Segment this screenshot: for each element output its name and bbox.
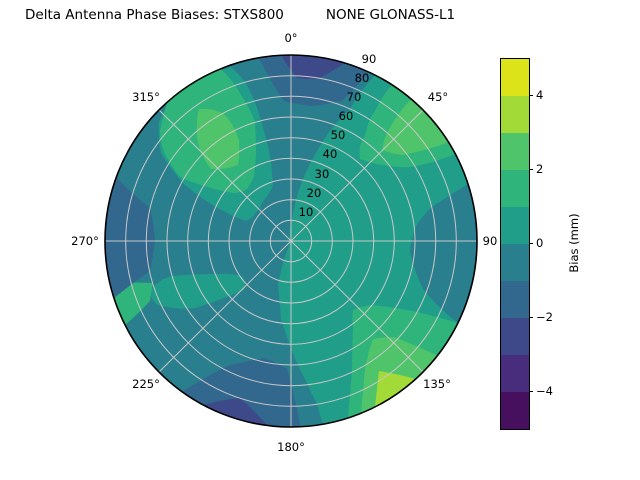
contour-m3tom2-north xyxy=(281,55,345,79)
colorbar-band-1to2 xyxy=(501,170,529,207)
colorbar-tick-2 xyxy=(529,169,533,170)
colorbar xyxy=(500,58,530,430)
colorbar-ticklabel-m2: −2 xyxy=(536,310,553,324)
radial-tick-labels: 10 20 30 40 50 60 70 80 90 xyxy=(299,52,377,219)
colorbar-band-m3tom2 xyxy=(501,318,529,355)
figure-title: Delta Antenna Phase Biases: STXS800 NONE… xyxy=(25,7,455,23)
angle-label-315: 315° xyxy=(132,90,160,104)
colorbar-band-m5tom4 xyxy=(501,392,529,429)
radial-label-50: 50 xyxy=(331,128,346,142)
contour-m3tom2-south xyxy=(204,398,268,426)
title-left: Delta Antenna Phase Biases: STXS800 xyxy=(25,7,284,23)
colorbar-axis-label: Bias (mm) xyxy=(567,213,581,273)
radial-label-30: 30 xyxy=(315,167,330,181)
colorbar-ticklabel-4: 4 xyxy=(536,88,544,102)
angle-tick-labels: 0° 45° 90 135° 180° 225° 270° 315° xyxy=(71,31,497,454)
colorbar-tick-m2 xyxy=(529,317,533,318)
colorbar-band-m1to0 xyxy=(501,244,529,281)
angle-label-90: 90 xyxy=(483,234,498,248)
radial-label-10: 10 xyxy=(299,205,314,219)
angle-label-180: 180° xyxy=(277,440,305,454)
title-right: NONE GLONASS-L1 xyxy=(325,7,456,23)
contour-3to4-se xyxy=(375,371,416,407)
colorbar-ticklabel-2: 2 xyxy=(536,162,544,176)
colorbar-tick-4 xyxy=(529,95,533,96)
colorbar-band-4to5 xyxy=(501,59,529,96)
colorbar-band-3to4 xyxy=(501,96,529,133)
angle-label-45: 45° xyxy=(428,90,448,104)
radial-label-60: 60 xyxy=(339,109,354,123)
polar-spine xyxy=(104,54,478,428)
angle-label-0: 0° xyxy=(284,31,297,45)
radial-label-90: 90 xyxy=(362,52,377,66)
angle-label-135: 135° xyxy=(423,377,451,391)
colorbar-band-0to1 xyxy=(501,207,529,244)
radial-label-20: 20 xyxy=(307,186,322,200)
colorbar-ticklabel-m4: −4 xyxy=(536,384,553,398)
contour-m2tom1-north xyxy=(259,55,370,106)
contour-2to3-nw xyxy=(196,108,240,170)
angle-label-225: 225° xyxy=(132,377,160,391)
radial-label-80: 80 xyxy=(355,71,370,85)
colorbar-band-m2tom1 xyxy=(501,281,529,318)
contour-m2tom1-south xyxy=(182,358,301,427)
contour-m1to0-east xyxy=(410,184,477,323)
colorbar-tick-0 xyxy=(529,243,533,244)
angle-label-270: 270° xyxy=(71,234,99,248)
radial-label-70: 70 xyxy=(347,90,362,104)
colorbar-band-m4tom3 xyxy=(501,355,529,392)
colorbar-tick-m4 xyxy=(529,391,533,392)
colorbar-ticklabel-0: 0 xyxy=(536,236,544,250)
colorbar-band-2to3 xyxy=(501,133,529,170)
contour-2to3-ne xyxy=(382,99,449,155)
radial-label-40: 40 xyxy=(323,147,338,161)
polar-grid xyxy=(105,55,477,427)
contour-m2tom1-west xyxy=(105,177,155,298)
